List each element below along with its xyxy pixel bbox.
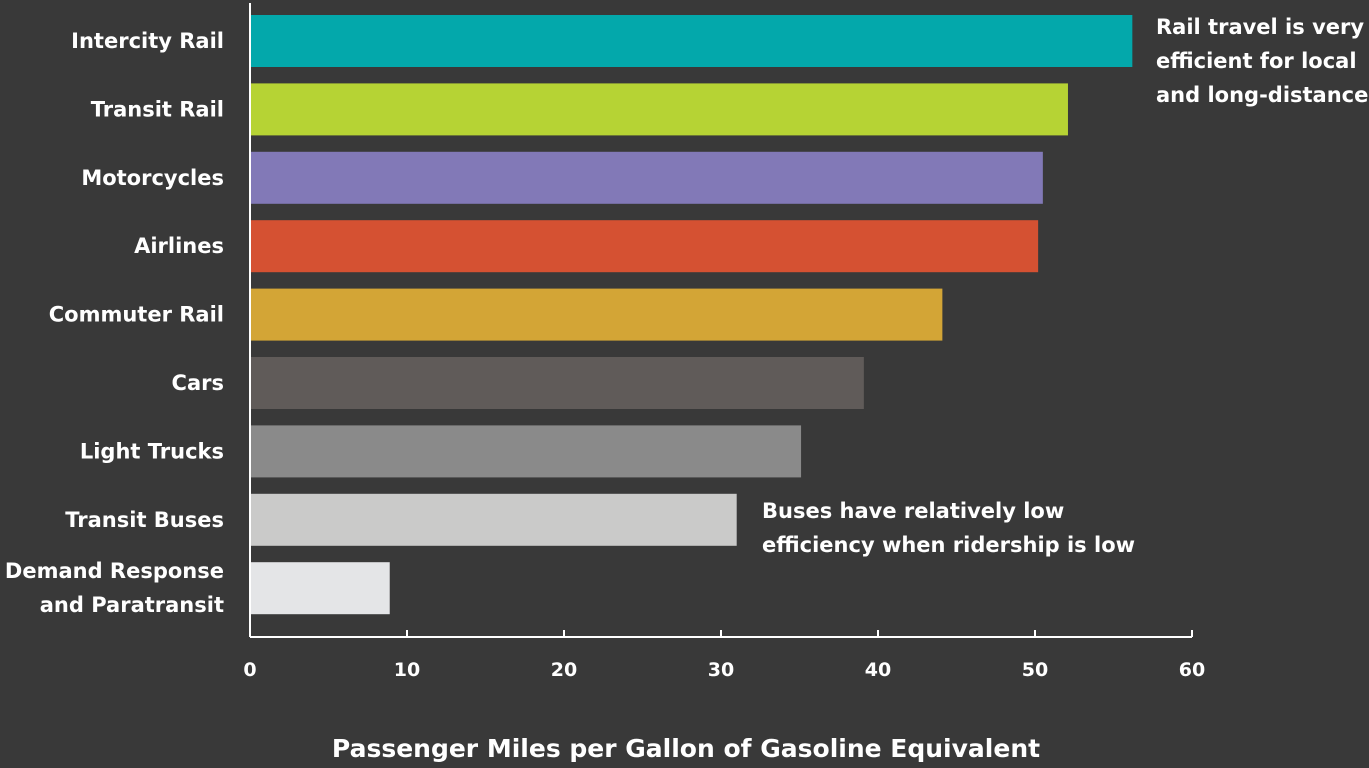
x-axis-ticks: 0 10 20 30 40 50 60 [243,630,1205,681]
category-label-cars: Cars [172,371,224,395]
category-label-line: Light Trucks [80,439,224,463]
category-label-line: Airlines [134,234,224,258]
category-label-transit-buses: Transit Buses [65,508,224,532]
category-label-transit-rail: Transit Rail [91,97,224,121]
x-tick-label: 30 [708,659,734,681]
bar-intercity-rail [250,15,1133,67]
category-label-airlines: Airlines [134,234,224,258]
bar-transit-rail [250,83,1068,136]
annotation-line: Buses have relatively low [762,499,1064,523]
category-label-line: and Paratransit [40,593,224,617]
annotation-line: efficient for local [1156,49,1357,73]
category-label-line: Transit Buses [65,508,224,532]
category-label-line: Commuter Rail [49,303,224,327]
annotation-1: Rail travel is very efficient for local an… [1156,15,1368,107]
category-label-line: Transit Rail [91,97,224,121]
bar-airlines [250,220,1039,273]
category-label-demand-response-and-paratransit: Demand Response and Paratransit [5,559,224,617]
category-labels: Intercity Rail Transit Rail Motorcycles Air… [5,29,224,617]
x-tick-label: 60 [1179,659,1205,681]
x-tick-label: 40 [865,659,891,681]
category-label-commuter-rail: Commuter Rail [49,303,224,327]
bars-group [250,15,1133,615]
bar-cars [250,357,864,409]
bar-motorcycles [250,151,1043,204]
annotation-2: Buses have relatively low efficiency when… [762,499,1135,557]
bar-transit-buses [250,493,737,546]
bar-light-trucks [250,425,802,478]
x-tick-label: 0 [243,659,256,681]
category-label-light-trucks: Light Trucks [80,439,224,463]
annotation-line: Rail travel is very [1156,15,1364,39]
category-label-line: Intercity Rail [71,29,224,53]
category-label-intercity-rail: Intercity Rail [71,29,224,53]
x-axis-title: Passenger Miles per Gallon of Gasoline E… [332,734,1040,763]
annotation-line: efficiency when ridership is low [762,533,1135,557]
category-label-line: Cars [172,371,224,395]
category-label-line: Demand Response [5,559,224,583]
x-tick-label: 10 [394,659,420,681]
annotations: Rail travel is very efficient for local an… [762,15,1368,557]
x-tick-label: 20 [551,659,577,681]
bar-demand-response-and-paratransit [250,562,390,615]
category-label-line: Motorcycles [81,166,224,190]
bar-commuter-rail [250,288,943,341]
annotation-line: and long-distance [1156,83,1368,107]
category-label-motorcycles: Motorcycles [81,166,224,190]
x-tick-label: 50 [1022,659,1048,681]
